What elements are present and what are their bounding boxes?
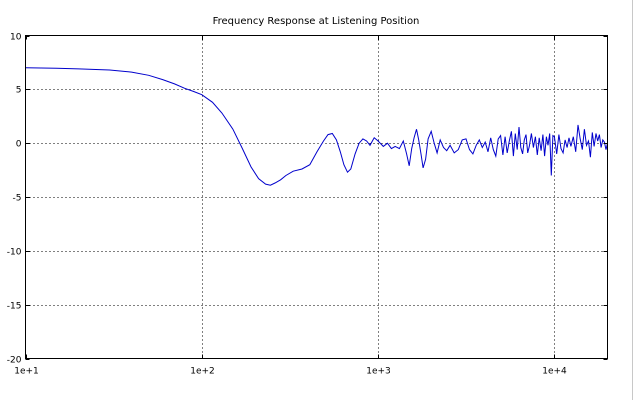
plot-area-frame xyxy=(25,35,608,359)
series-layer xyxy=(25,67,608,186)
y-tick-label: 0 xyxy=(16,140,22,150)
frequency-response-line xyxy=(25,67,608,186)
y-tick-label: -20 xyxy=(7,356,22,366)
y-tick-label: 5 xyxy=(16,86,22,96)
y-tick-label: 10 xyxy=(10,33,22,43)
chart-title: Frequency Response at Listening Position xyxy=(213,16,420,27)
x-tick-label: 1e+2 xyxy=(190,367,215,377)
x-axis-ticks: 1e+1 1e+2 1e+3 1e+4 xyxy=(14,35,567,377)
y-tick-label: -10 xyxy=(7,248,22,258)
y-tick-label: -5 xyxy=(13,194,22,204)
x-tick-label: 1e+3 xyxy=(366,367,391,377)
grid-lines xyxy=(25,35,608,359)
x-tick-label: 1e+4 xyxy=(542,367,567,377)
y-tick-label: -15 xyxy=(7,302,22,312)
y-axis-ticks: 10 5 0 -5 -10 -15 -20 xyxy=(7,33,608,366)
x-tick-label: 1e+1 xyxy=(14,367,39,377)
